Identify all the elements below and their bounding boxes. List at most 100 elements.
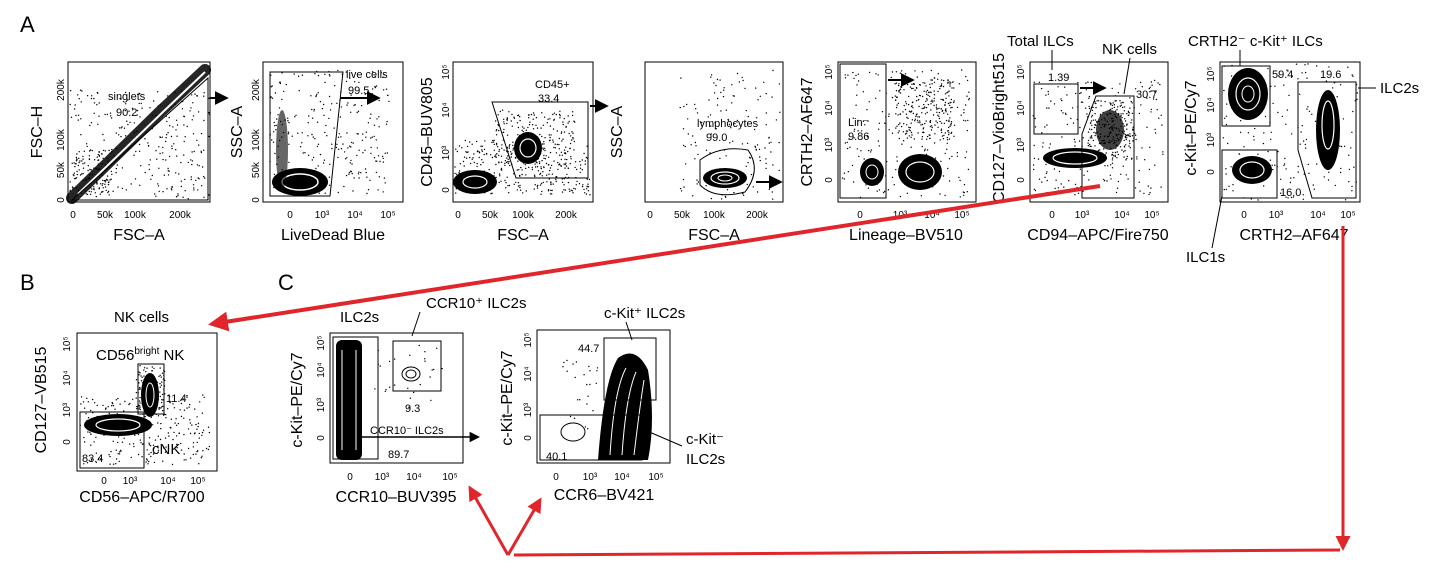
event-dot [458,170,461,172]
red-arrow-nk [208,184,1101,332]
event-dot [877,140,880,142]
event-dot [203,175,205,178]
event-dot [915,100,918,102]
event-dot [469,156,471,159]
event-dot [1339,171,1342,174]
event-dot [183,433,185,436]
event-dot [340,148,343,150]
event-dot [117,441,119,444]
event-dot [535,117,538,119]
event-dot [86,145,88,148]
density-blob [1043,148,1107,168]
event-dot [1033,188,1036,190]
event-dot [175,172,177,174]
event-dot [319,153,322,156]
event-dot [115,463,117,465]
event-dot [167,394,170,397]
density-contour [401,366,421,382]
event-dot [1054,187,1056,190]
event-dot [506,146,509,149]
event-dot [1316,65,1318,67]
event-dot [369,179,371,181]
event-dot [132,398,134,401]
event-dot [161,406,163,408]
event-dot [897,102,900,105]
event-dot [1033,144,1035,147]
event-dot [85,193,88,195]
event-dot [385,389,387,391]
event-dot [198,432,200,435]
event-dot [1093,126,1096,129]
x-tick: 200k [555,210,578,221]
event-dot [1149,91,1151,93]
event-dot [942,138,945,140]
event-dot [82,163,84,165]
event-dot [950,98,952,101]
event-dot [543,166,545,169]
event-dot [418,344,420,347]
event-dot [184,136,186,138]
event-dot [107,191,109,194]
event-dot [160,407,162,409]
event-dot [321,107,324,110]
event-dot [952,81,954,83]
event-dot [1125,144,1127,146]
x-tick: 200k [746,210,769,221]
event-dot [1299,143,1301,145]
event-dot [129,402,131,405]
event-dot [563,361,565,364]
event-dot [455,148,457,150]
event-dot [119,403,121,405]
event-dot [176,443,178,445]
event-dot [1123,151,1125,153]
event-dot [919,122,921,124]
event-dot [143,369,145,371]
event-dot [574,166,576,169]
event-dot [183,124,185,126]
event-dot [323,114,325,117]
event-dot [1120,173,1122,175]
event-dot [1307,163,1310,166]
event-dot [1090,135,1093,137]
event-dot [76,170,78,173]
event-dot [1057,86,1059,88]
event-dot [170,418,173,420]
event-dot [112,463,115,465]
event-dot [393,358,396,360]
event-dot [701,121,703,124]
event-dot [178,173,180,175]
event-dot [899,92,902,94]
event-dot [771,96,773,98]
event-dot [574,161,577,163]
event-dot [90,433,92,435]
event-dot [911,101,914,104]
x-axis-label: CRTH2–AF647 [1239,227,1348,244]
x-tick: 10⁵ [648,472,663,483]
event-dot [352,142,354,144]
event-dot [1152,98,1155,100]
event-dot [510,120,512,122]
event-dot [585,193,588,195]
event-dot [471,143,473,145]
event-dot [149,445,152,447]
event-dot [525,129,527,131]
event-dot [80,134,82,136]
event-dot [887,189,890,191]
event-dot [951,106,953,109]
event-dot [337,148,340,150]
event-dot [165,159,167,161]
event-dot [544,158,547,160]
gate-polygon [699,148,755,196]
event-dot [334,85,336,87]
event-dot [148,168,151,171]
event-dot [1116,151,1119,153]
event-dot [274,152,276,155]
event-dot [180,180,183,182]
event-dot [576,168,578,171]
event-dot [1074,145,1076,147]
event-dot [918,116,921,118]
event-dot [521,173,523,176]
event-dot [500,167,503,170]
event-dot [1340,167,1342,170]
event-dot [953,135,955,137]
